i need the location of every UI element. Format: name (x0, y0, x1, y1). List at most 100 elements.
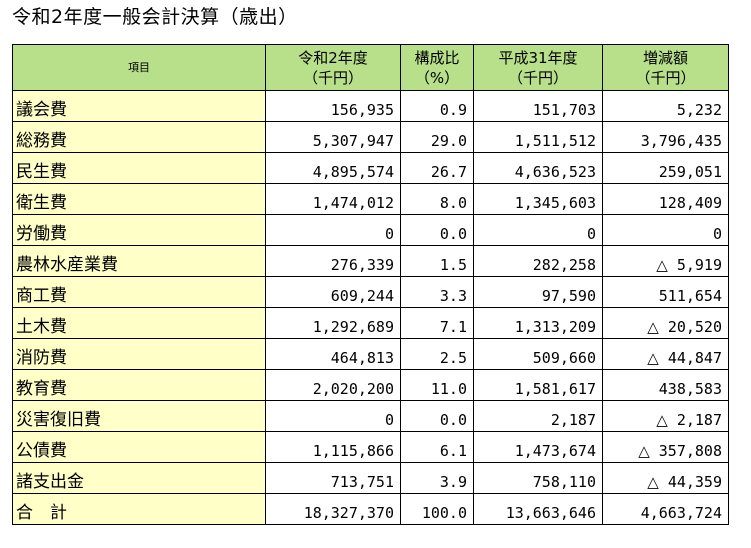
row-item-name: 農林水産業費 (12, 245, 266, 277)
row-h31-amount: 151,703 (473, 90, 603, 122)
row-diff: △ 357,808 (602, 431, 729, 463)
row-item-name: 衛生費 (12, 183, 266, 215)
row-r2-amount: 276,339 (265, 245, 401, 277)
table-row: 災害復旧費 0 0.0 2,187 △ 2,187 (12, 400, 729, 432)
table-row: 消防費 464,813 2.5 509,660 △ 44,847 (12, 338, 729, 370)
row-diff-value: 20,520 (667, 318, 722, 336)
row-diff: 5,232 (602, 90, 729, 122)
row-diff: 0 (602, 214, 729, 246)
row-item-name: 議会費 (12, 90, 266, 122)
row-diff: 511,654 (602, 276, 729, 308)
row-h31-amount: 1,345,603 (473, 183, 603, 215)
row-diff-value: 0 (712, 225, 722, 243)
row-diff-value: 44,359 (667, 473, 722, 491)
row-r2-amount: 5,307,947 (265, 121, 401, 153)
negative-triangle-marker: △ (656, 411, 668, 429)
row-diff: △ 2,187 (602, 400, 729, 432)
row-diff: △ 44,847 (602, 338, 729, 370)
row-diff-value: 4,663,724 (640, 504, 722, 522)
row-r2-amount: 464,813 (265, 338, 401, 370)
row-item-name: 消防費 (12, 338, 266, 370)
header-r2-amount: 令和2年度 （千円） (265, 44, 401, 91)
row-diff-value: 357,808 (658, 442, 722, 460)
row-item-name: 諸支出金 (12, 462, 266, 494)
header-h31-unit: （千円） (507, 68, 568, 87)
row-diff-value: 3,796,435 (640, 132, 722, 150)
row-h31-amount: 1,473,674 (473, 431, 603, 463)
row-r2-amount: 1,292,689 (265, 307, 401, 339)
row-h31-amount: 1,511,512 (473, 121, 603, 153)
table-row: 衛生費 1,474,012 8.0 1,345,603 128,409 (12, 183, 729, 215)
row-h31-amount: 4,636,523 (473, 152, 603, 184)
row-item-name: 合 計 (12, 493, 266, 525)
row-diff: △ 20,520 (602, 307, 729, 339)
row-item-name: 民生費 (12, 152, 266, 184)
row-diff: 3,796,435 (602, 121, 729, 153)
table-row: 土木費 1,292,689 7.1 1,313,209 △ 20,520 (12, 307, 729, 339)
header-item: 項目 (12, 44, 266, 91)
table-row: 農林水産業費 276,339 1.5 282,258 △ 5,919 (12, 245, 729, 277)
table-row: 教育費 2,020,200 11.0 1,581,617 438,583 (12, 369, 729, 401)
row-h31-amount: 2,187 (473, 400, 603, 432)
row-ratio: 0.0 (400, 400, 474, 432)
row-ratio: 26.7 (400, 152, 474, 184)
negative-triangle-marker: △ (647, 318, 659, 336)
row-h31-amount: 282,258 (473, 245, 603, 277)
row-h31-amount: 1,313,209 (473, 307, 603, 339)
row-h31-amount: 509,660 (473, 338, 603, 370)
row-diff: 259,051 (602, 152, 729, 184)
table-header-row: 項目 令和2年度 （千円） 構成比 （%） 平成31年度 （千円） 増減額 （千… (12, 44, 729, 91)
row-diff: 128,409 (602, 183, 729, 215)
row-ratio: 8.0 (400, 183, 474, 215)
row-r2-amount: 0 (265, 400, 401, 432)
row-r2-amount: 1,115,866 (265, 431, 401, 463)
row-h31-amount: 13,663,646 (473, 493, 603, 525)
row-r2-amount: 713,751 (265, 462, 401, 494)
table-row: 民生費 4,895,574 26.7 4,636,523 259,051 (12, 152, 729, 184)
row-item-name: 教育費 (12, 369, 266, 401)
header-ratio-unit: （%） (414, 68, 460, 87)
row-item-name: 公債費 (12, 431, 266, 463)
row-r2-amount: 18,327,370 (265, 493, 401, 525)
row-r2-amount: 2,020,200 (265, 369, 401, 401)
row-ratio: 29.0 (400, 121, 474, 153)
row-diff-value: 2,187 (676, 411, 722, 429)
table-total-row: 合 計 18,327,370 100.0 13,663,646 4,663,724 (12, 493, 729, 525)
row-diff: 438,583 (602, 369, 729, 401)
row-item-name: 土木費 (12, 307, 266, 339)
row-h31-amount: 758,110 (473, 462, 603, 494)
negative-triangle-marker: △ (638, 442, 650, 460)
row-ratio: 0.0 (400, 214, 474, 246)
header-ratio: 構成比 （%） (400, 44, 474, 91)
negative-triangle-marker: △ (647, 473, 659, 491)
row-ratio: 1.5 (400, 245, 474, 277)
negative-triangle-marker: △ (656, 256, 668, 274)
header-h31-label: 平成31年度 (498, 48, 578, 67)
row-item-name: 総務費 (12, 121, 266, 153)
row-r2-amount: 4,895,574 (265, 152, 401, 184)
row-h31-amount: 1,581,617 (473, 369, 603, 401)
row-ratio: 6.1 (400, 431, 474, 463)
negative-triangle-marker: △ (647, 349, 659, 367)
header-r2-unit: （千円） (302, 68, 363, 87)
header-diff-unit: （千円） (635, 68, 696, 87)
row-diff-value: 128,409 (658, 194, 722, 212)
header-diff-label: 増減額 (642, 48, 688, 67)
row-r2-amount: 0 (265, 214, 401, 246)
row-r2-amount: 609,244 (265, 276, 401, 308)
row-r2-amount: 156,935 (265, 90, 401, 122)
header-ratio-label: 構成比 (414, 48, 460, 67)
table-row: 諸支出金 713,751 3.9 758,110 △ 44,359 (12, 462, 729, 494)
row-diff-value: 259,051 (658, 163, 722, 181)
row-ratio: 3.9 (400, 462, 474, 494)
row-r2-amount: 1,474,012 (265, 183, 401, 215)
row-diff: △ 5,919 (602, 245, 729, 277)
row-h31-amount: 0 (473, 214, 603, 246)
header-h31-amount: 平成31年度 （千円） (473, 44, 603, 91)
row-ratio: 7.1 (400, 307, 474, 339)
table-row: 議会費 156,935 0.9 151,703 5,232 (12, 90, 729, 122)
row-diff-value: 5,919 (676, 256, 722, 274)
row-ratio: 11.0 (400, 369, 474, 401)
row-ratio: 2.5 (400, 338, 474, 370)
row-diff: 4,663,724 (602, 493, 729, 525)
